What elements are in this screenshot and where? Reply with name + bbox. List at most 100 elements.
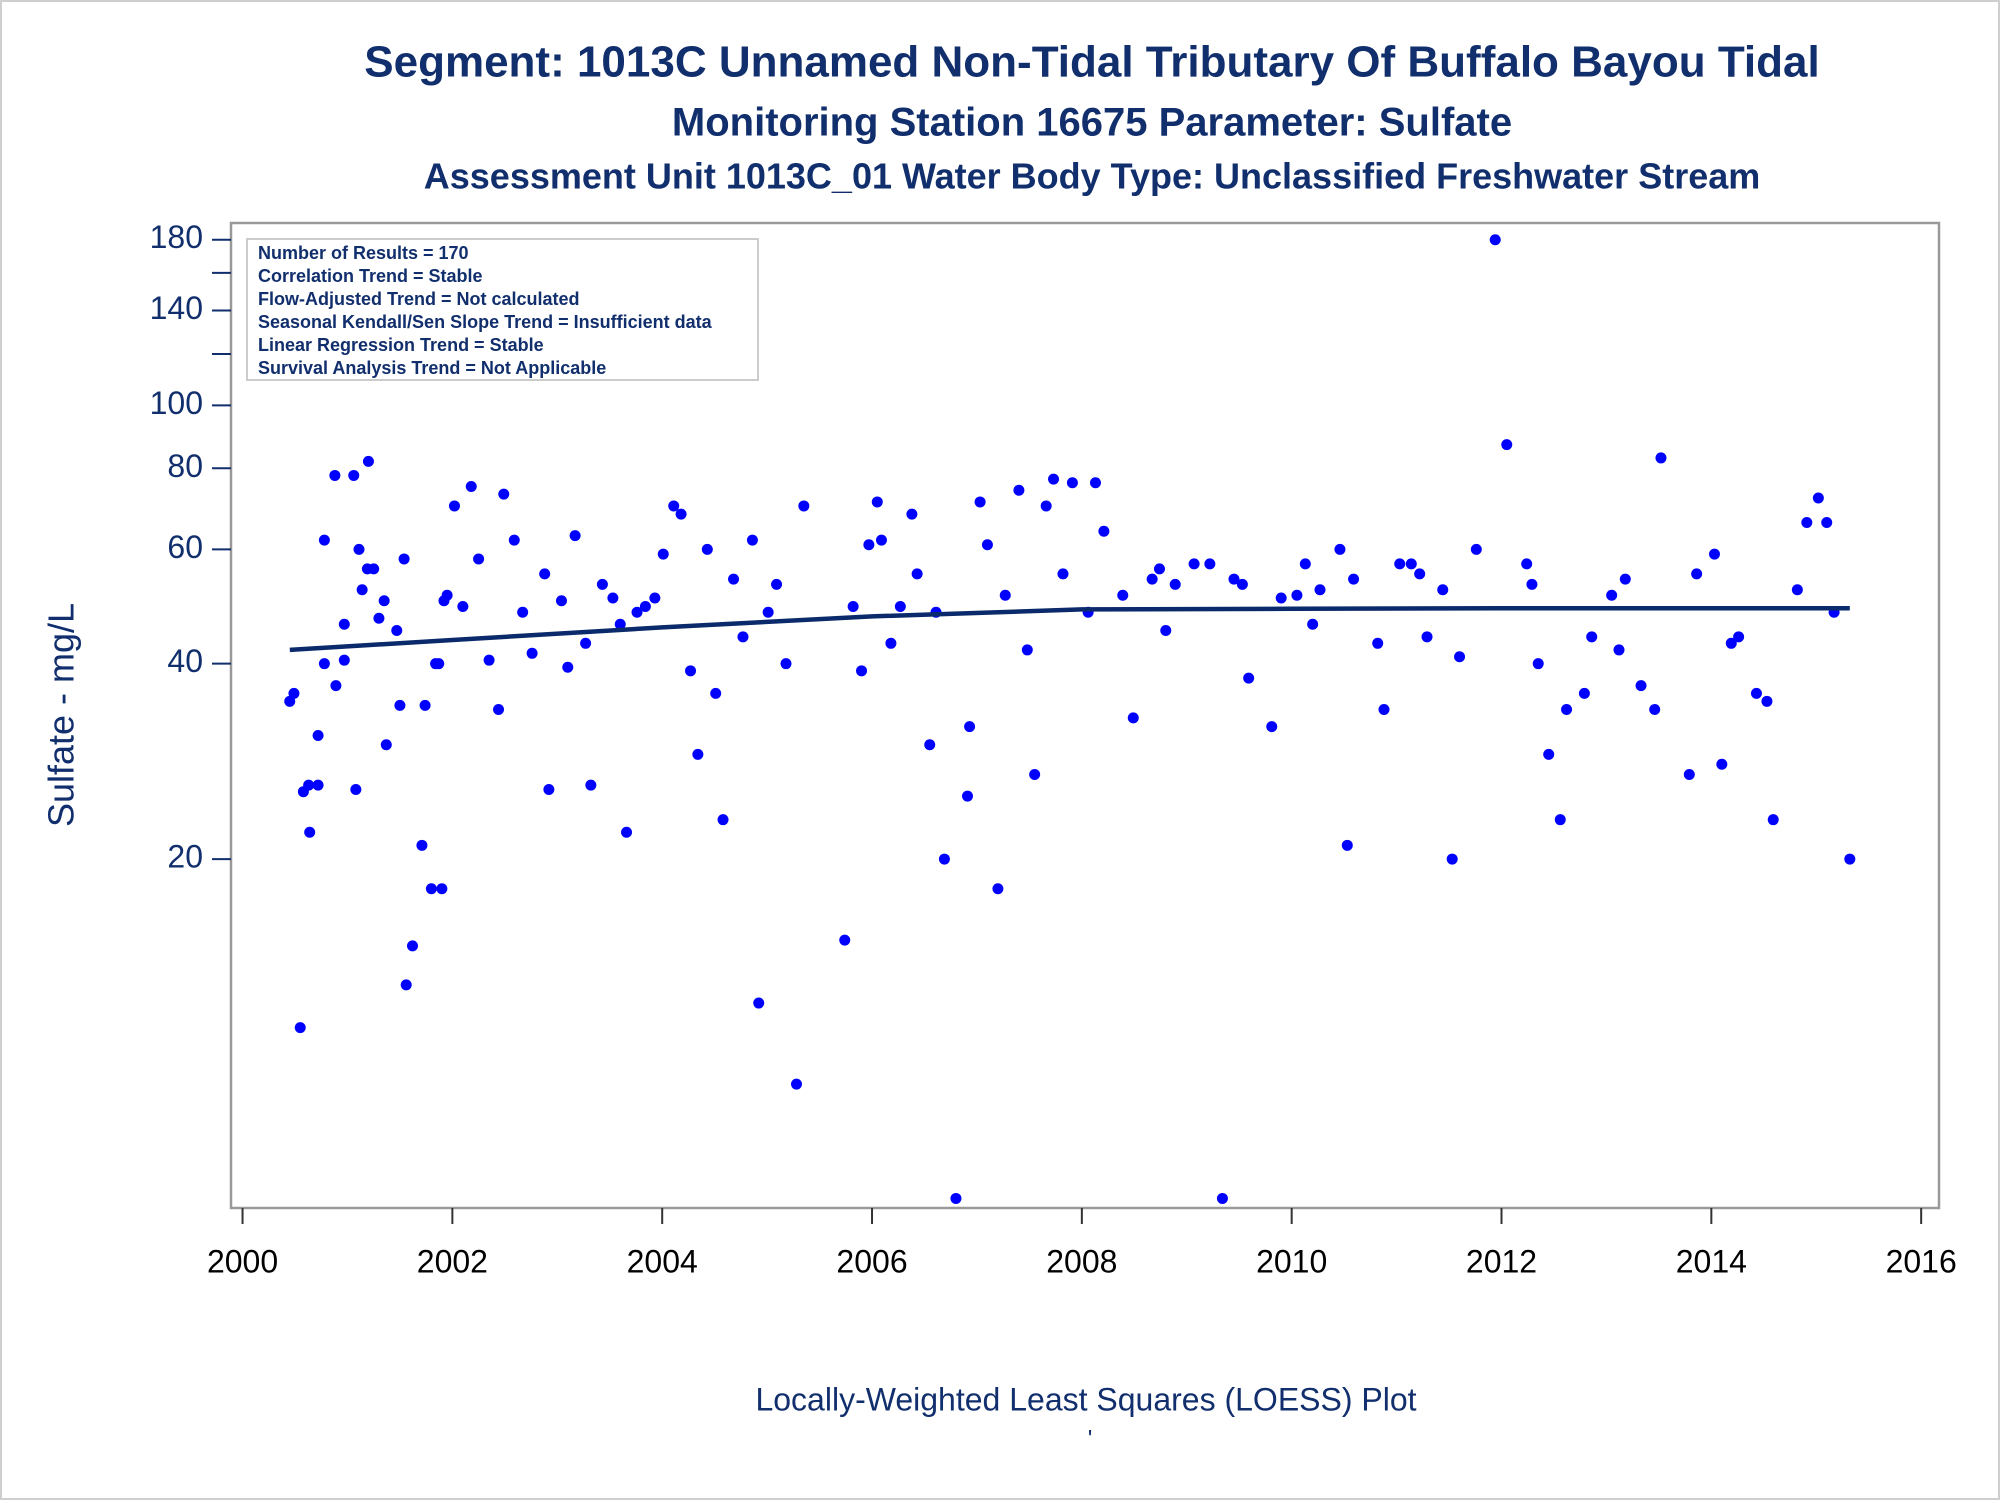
data-point: [493, 703, 505, 715]
data-point: [350, 783, 362, 795]
data-point: [657, 548, 669, 560]
data-point: [1216, 1192, 1228, 1204]
data-point: [1489, 234, 1501, 246]
data-point: [1314, 584, 1326, 596]
data-point: [1613, 644, 1625, 656]
data-point: [746, 534, 758, 546]
data-point: [924, 739, 936, 751]
y-tick-label: 60: [167, 529, 203, 565]
data-point: [1275, 592, 1287, 604]
data-point: [419, 699, 431, 711]
data-point: [1586, 631, 1598, 643]
data-point: [1421, 631, 1433, 643]
data-point: [543, 783, 555, 795]
data-point: [348, 469, 360, 481]
data-point: [1501, 439, 1513, 451]
data-point: [639, 600, 651, 612]
data-point: [701, 543, 713, 555]
y-tick-label: 80: [167, 448, 203, 484]
data-point: [1127, 712, 1139, 724]
data-point: [1243, 672, 1255, 684]
data-point: [473, 553, 485, 565]
data-point: [894, 600, 906, 612]
data-point: [839, 934, 851, 946]
data-point: [1470, 543, 1482, 555]
data-point: [425, 883, 437, 895]
data-point: [1013, 484, 1025, 496]
data-point: [338, 654, 350, 666]
data-point: [378, 595, 390, 607]
loess-line: [289, 605, 1850, 653]
data-point: [294, 1022, 306, 1034]
data-point: [1446, 853, 1458, 865]
data-point: [1236, 578, 1248, 590]
data-point: [338, 618, 350, 630]
data-point: [1578, 687, 1590, 699]
data-point: [312, 730, 324, 742]
stats-line: Survival Analysis Trend = Not Applicable: [258, 358, 606, 378]
data-point: [288, 687, 300, 699]
y-axis-title: Sulfate - mg/L: [41, 603, 82, 827]
data-point: [1266, 721, 1278, 733]
data-point: [394, 699, 406, 711]
data-point: [1821, 517, 1833, 529]
data-point: [353, 543, 365, 555]
data-point: [621, 826, 633, 838]
data-point: [329, 469, 341, 481]
data-point: [1532, 658, 1544, 670]
data-point: [433, 658, 445, 670]
data-point: [303, 779, 315, 791]
x-tick-label: 2008: [1046, 1243, 1117, 1279]
data-point: [304, 826, 316, 838]
data-point: [607, 592, 619, 604]
data-point: [508, 534, 520, 546]
data-point: [330, 680, 342, 692]
data-point: [318, 658, 330, 670]
data-point: [906, 508, 918, 520]
data-point: [950, 1192, 962, 1204]
x-tick-label: 2006: [836, 1243, 907, 1279]
data-point: [1725, 637, 1737, 649]
data-point: [1405, 558, 1417, 570]
data-point: [1098, 525, 1110, 537]
data-point: [1619, 573, 1631, 585]
stats-line: Correlation Trend = Stable: [258, 266, 483, 286]
x-tick-label: 2002: [417, 1243, 488, 1279]
data-point: [992, 883, 1004, 895]
data-point: [1146, 573, 1158, 585]
y-tick-label: 100: [150, 385, 203, 421]
data-point: [981, 539, 993, 551]
data-point: [1750, 687, 1762, 699]
data-point: [391, 624, 403, 636]
data-point: [1299, 558, 1311, 570]
data-point: [885, 637, 897, 649]
x-axis-title: Locally-Weighted Least Squares (LOESS) P…: [755, 1381, 1416, 1417]
data-point: [675, 508, 687, 520]
data-point: [1844, 853, 1856, 865]
data-point: [1526, 578, 1538, 590]
data-point: [1089, 477, 1101, 489]
stats-box: [246, 238, 759, 381]
data-point: [312, 779, 324, 791]
data-point: [373, 612, 385, 624]
data-point: [717, 814, 729, 826]
data-point: [614, 618, 626, 630]
data-point: [1437, 584, 1449, 596]
data-point: [416, 839, 428, 851]
x-tick-label: 2012: [1466, 1243, 1537, 1279]
data-point: [1048, 473, 1060, 485]
data-point: [631, 606, 643, 618]
data-point: [728, 573, 740, 585]
footnote: ': [1088, 1425, 1093, 1452]
data-point: [753, 997, 765, 1009]
data-point: [1635, 680, 1647, 692]
data-point: [368, 563, 380, 575]
data-point: [771, 578, 783, 590]
data-point: [964, 721, 976, 733]
data-point: [1307, 618, 1319, 630]
data-point: [498, 488, 510, 500]
data-point: [871, 496, 883, 508]
data-point: [1378, 703, 1390, 715]
data-point: [847, 600, 859, 612]
